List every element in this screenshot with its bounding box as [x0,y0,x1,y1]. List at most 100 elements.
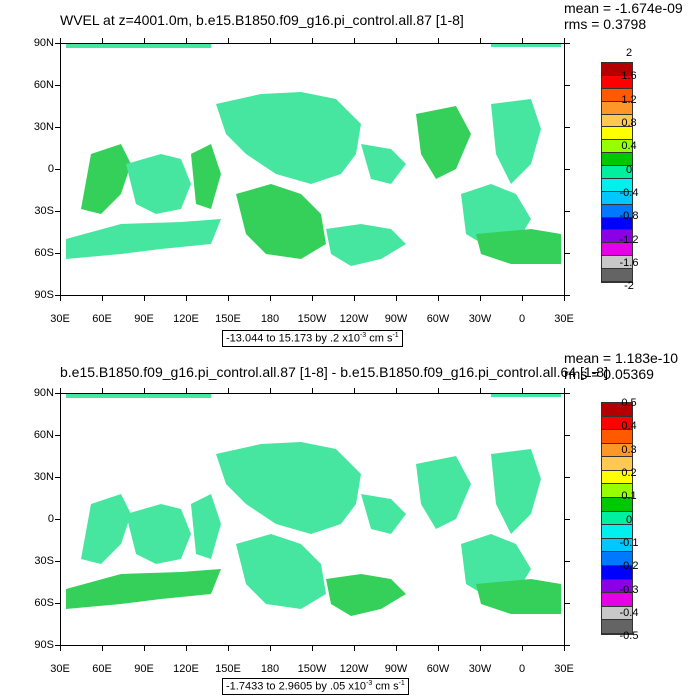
legend-swatch [602,525,632,539]
lon-label: 150W [297,663,327,675]
legend-swatch [602,593,632,607]
lat-tick [55,603,61,604]
legend-label: -0.8 [619,210,639,222]
lon-tick [228,38,229,44]
legend-swatch [602,538,632,553]
lon-tick [60,38,61,44]
lon-tick [564,295,565,301]
color-legend [601,62,633,283]
ocean-field-shapes [66,44,561,266]
legend-swatch [602,243,632,257]
legend-swatch [602,63,632,76]
panel-title: b.e15.B1850.f09_g16.pi_control.all.87 [1… [60,364,608,380]
legend-label: 0.8 [621,117,637,129]
legend-label: 0 [625,164,633,176]
mean-stat: mean = -1.674e-09 [564,0,683,16]
lon-tick [522,38,523,44]
lat-label: 90S [34,639,54,651]
lat-label: 90N [33,387,54,399]
lat-tick [55,295,61,296]
lat-label: 0 [47,513,54,525]
lon-label: 180 [260,663,280,675]
legend-swatch [602,416,632,431]
lat-tick [564,253,570,254]
lat-tick [55,435,61,436]
lat-label: 60S [34,597,54,609]
legend-label: -0.4 [619,607,639,619]
legend-label: 0.2 [621,467,637,479]
lon-tick [102,388,103,394]
rms-stat: rms = 0.3798 [564,16,647,32]
legend-swatch [602,114,632,128]
lon-tick [270,295,271,301]
lon-tick [312,295,313,301]
rms-stat: rms = 0.05369 [564,366,654,382]
legend-label: -1.6 [619,257,639,269]
lat-tick [55,211,61,212]
lat-tick [55,127,61,128]
lon-tick [354,388,355,394]
lon-tick [354,645,355,651]
lon-tick [480,38,481,44]
lon-tick [522,295,523,301]
lon-tick [60,645,61,651]
lon-tick [564,388,565,394]
lat-tick [564,519,570,520]
lon-label: 120W [339,663,369,675]
lon-tick [396,645,397,651]
lon-tick [102,295,103,301]
legend-swatch [602,620,632,634]
legend-swatch [602,443,632,458]
legend-label: -0.3 [619,584,639,596]
legend-swatch [602,579,632,594]
legend-swatch [602,403,632,417]
lat-tick [564,85,570,86]
legend-label: -0.2 [619,560,639,572]
lat-tick [55,85,61,86]
lat-label: 90N [33,37,54,49]
lon-label: 0 [518,663,526,675]
lat-tick [55,253,61,254]
lon-label: 30E [554,663,574,675]
legend-label: 1.2 [621,94,637,106]
legend-swatch [602,153,632,166]
lat-tick [55,477,61,478]
lon-tick [102,645,103,651]
lon-tick [522,388,523,394]
lon-tick [396,295,397,301]
lon-tick [270,38,271,44]
lat-tick [55,169,61,170]
lon-tick [438,645,439,651]
lon-label: 30W [468,663,492,675]
legend-swatch [602,230,632,244]
legend-swatch [602,269,632,282]
lon-tick [228,645,229,651]
contour-range-info: -1.7433 to 2.9605 by .05 x10-3 cm s-1 [222,678,409,695]
lon-label: 60E [92,663,112,675]
lon-label: 150E [215,313,241,325]
lat-tick [564,561,570,562]
map-panel-top: WVEL at z=4001.0m, b.e15.B1850.f09_g16.p… [33,0,683,347]
lat-label: 0 [47,163,54,175]
legend-label: 0.5 [621,397,637,409]
lon-tick [312,645,313,651]
legend-label: -0.4 [619,187,639,199]
lon-label: 180 [260,313,280,325]
ocean-field-map [66,394,561,616]
lat-label: 30N [33,121,54,133]
lat-label: 60N [33,79,54,91]
mean-stat: mean = 1.183e-10 [564,350,679,366]
lon-label: 120E [173,663,199,675]
lat-tick [564,295,570,296]
lat-label: 60N [33,429,54,441]
lon-tick [186,645,187,651]
legend-swatch [602,191,632,205]
legend-swatch [602,470,632,485]
lat-tick [55,561,61,562]
color-legend [601,402,633,635]
legend-label: 0.1 [621,490,637,502]
lon-label: 30W [468,313,492,325]
lon-tick [186,388,187,394]
lon-label: 120W [339,313,369,325]
lat-tick [55,393,61,394]
